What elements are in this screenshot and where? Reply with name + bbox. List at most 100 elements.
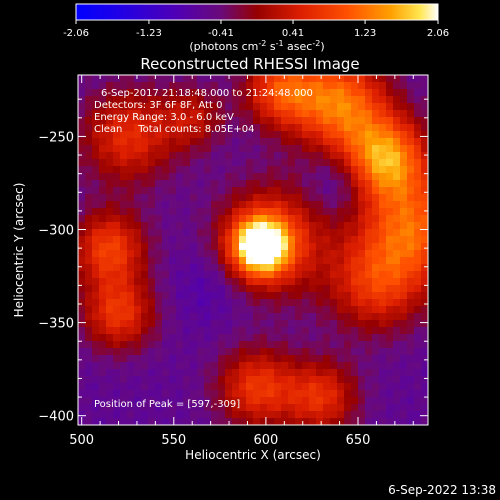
heatmap-cell — [190, 229, 198, 237]
heatmap-cell — [218, 320, 226, 328]
heatmap-cell — [274, 145, 282, 153]
heatmap-cell — [407, 257, 415, 265]
heatmap-cell — [379, 215, 387, 223]
heatmap-cell — [99, 138, 107, 146]
heatmap-cell — [169, 110, 177, 118]
heatmap-cell — [400, 187, 408, 195]
heatmap-cell — [106, 131, 114, 139]
heatmap-cell — [141, 383, 149, 391]
heatmap-cell — [162, 292, 170, 300]
heatmap-cell — [407, 131, 415, 139]
heatmap-cell — [386, 348, 394, 356]
heatmap-cell — [386, 271, 394, 279]
heatmap-cell — [260, 271, 268, 279]
heatmap-cell — [190, 264, 198, 272]
heatmap-cell — [421, 418, 429, 426]
heatmap-cell — [106, 173, 114, 181]
heatmap-cell — [169, 208, 177, 216]
heatmap-cell — [120, 117, 128, 125]
heatmap-cell — [92, 271, 100, 279]
heatmap-cell — [316, 180, 324, 188]
heatmap-cell — [92, 82, 100, 90]
heatmap-cell — [155, 278, 163, 286]
heatmap-cell — [148, 383, 156, 391]
heatmap-cell — [155, 383, 163, 391]
heatmap-cell — [169, 152, 177, 160]
heatmap-cell — [148, 208, 156, 216]
heatmap-cell — [260, 292, 268, 300]
heatmap-cell — [78, 250, 86, 258]
heatmap-cell — [260, 278, 268, 286]
heatmap-cell — [190, 215, 198, 223]
heatmap-cell — [176, 271, 184, 279]
heatmap-cell — [141, 159, 149, 167]
heatmap-cell — [393, 264, 401, 272]
heatmap-cell — [78, 215, 86, 223]
heatmap-cell — [288, 383, 296, 391]
heatmap-cell — [309, 75, 317, 83]
heatmap-cell — [92, 306, 100, 314]
heatmap-cell — [127, 404, 135, 412]
heatmap-cell — [78, 313, 86, 321]
heatmap-cell — [99, 194, 107, 202]
heatmap-cell — [351, 404, 359, 412]
heatmap-cell — [92, 278, 100, 286]
heatmap-cell — [141, 376, 149, 384]
heatmap-cell — [281, 194, 289, 202]
heatmap-cell — [232, 173, 240, 181]
heatmap-cell — [344, 75, 352, 83]
heatmap-cell — [309, 229, 317, 237]
heatmap-cell — [246, 152, 254, 160]
heatmap-cell — [288, 82, 296, 90]
heatmap-cell — [99, 75, 107, 83]
heatmap-cell — [323, 264, 331, 272]
heatmap-cell — [253, 383, 261, 391]
heatmap-cell — [92, 208, 100, 216]
heatmap-cell — [134, 404, 142, 412]
heatmap-cell — [92, 369, 100, 377]
heatmap-cell — [113, 334, 121, 342]
heatmap-cell — [99, 103, 107, 111]
heatmap-cell — [246, 208, 254, 216]
heatmap-cell — [176, 96, 184, 104]
heatmap-cell — [148, 138, 156, 146]
heatmap-cell — [288, 222, 296, 230]
heatmap-cell — [85, 201, 93, 209]
heatmap-cell — [197, 257, 205, 265]
heatmap-cell — [316, 362, 324, 370]
heatmap-cell — [379, 89, 387, 97]
heatmap-cell — [106, 285, 114, 293]
heatmap-cell — [414, 180, 422, 188]
heatmap-cell — [141, 110, 149, 118]
heatmap-cell — [134, 313, 142, 321]
heatmap-cell — [260, 173, 268, 181]
heatmap-cell — [309, 341, 317, 349]
heatmap-cell — [183, 285, 191, 293]
heatmap-cell — [155, 264, 163, 272]
y-axis-ticks: −250−300−350−400 — [38, 98, 428, 425]
heatmap-cell — [393, 313, 401, 321]
heatmap-cell — [253, 313, 261, 321]
heatmap-cell — [309, 215, 317, 223]
heatmap-cell — [253, 124, 261, 132]
heatmap-cell — [330, 82, 338, 90]
heatmap-cell — [113, 418, 121, 426]
heatmap-cell — [246, 194, 254, 202]
heatmap-cell — [176, 180, 184, 188]
heatmap-cell — [379, 264, 387, 272]
heatmap-cell — [393, 180, 401, 188]
heatmap-cell — [127, 411, 135, 419]
heatmap-cell — [407, 180, 415, 188]
heatmap-cell — [99, 131, 107, 139]
heatmap-cell — [239, 110, 247, 118]
heatmap-cell — [288, 145, 296, 153]
heatmap-cell — [85, 362, 93, 370]
heatmap-cell — [421, 201, 429, 209]
colorbar-ticks: -2.06 -1.23 -0.41 0.41 1.23 2.06 — [63, 20, 449, 39]
heatmap-cell — [162, 208, 170, 216]
heatmap-cell — [295, 215, 303, 223]
heatmap-cell — [99, 411, 107, 419]
heatmap-cell — [386, 250, 394, 258]
heatmap-cell — [232, 236, 240, 244]
heatmap-cell — [344, 131, 352, 139]
